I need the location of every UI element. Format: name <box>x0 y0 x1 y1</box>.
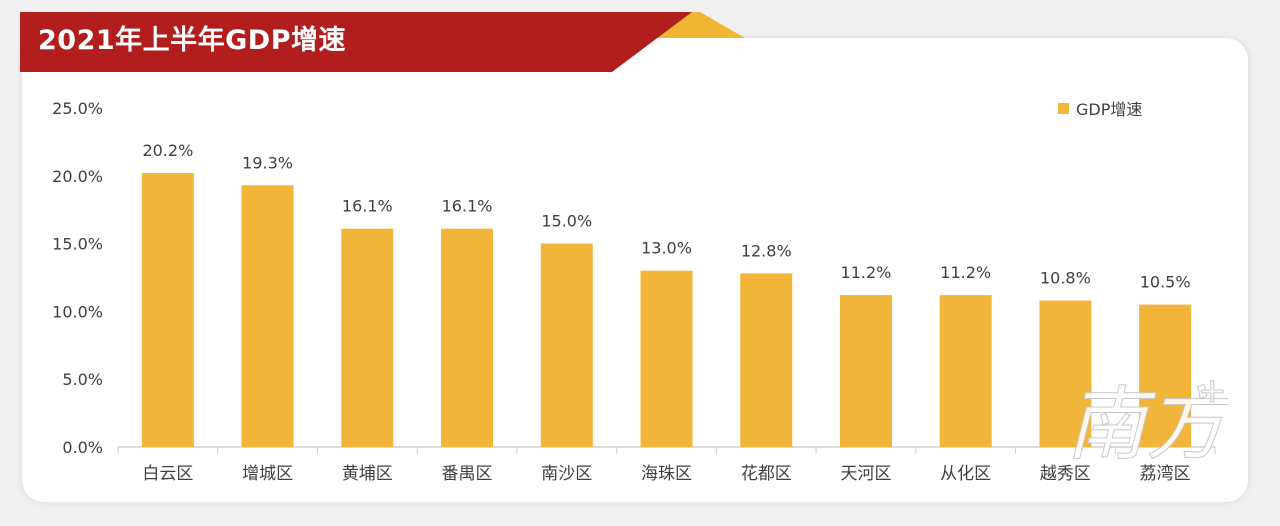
data-label: 16.1% <box>342 197 393 216</box>
x-tick-label: 白云区 <box>142 464 193 484</box>
bar <box>640 270 693 447</box>
legend-label: GDP增速 <box>1076 100 1142 119</box>
bar <box>441 228 494 447</box>
bar <box>241 185 294 448</box>
x-tick-label: 海珠区 <box>641 464 692 484</box>
x-tick-label: 南沙区 <box>541 464 592 484</box>
legend: GDP增速 <box>1058 100 1142 119</box>
data-labels-group: 20.2% 19.3% 16.1% 16.1% 15.0% 13.0% 12.8% 11.2%… <box>142 141 1190 292</box>
data-label: 10.8% <box>1040 269 1091 288</box>
data-label: 12.8% <box>741 241 792 260</box>
bars-group <box>141 173 1192 448</box>
bar <box>540 243 593 447</box>
data-label: 11.2% <box>841 263 892 282</box>
data-label: 16.1% <box>442 197 493 216</box>
banner-red-ribbon <box>20 12 692 72</box>
bar <box>1139 304 1192 447</box>
y-tick-label: 0.0% <box>62 438 103 457</box>
x-tick-label: 花都区 <box>741 464 792 484</box>
bar <box>1039 300 1092 447</box>
bar <box>839 295 892 447</box>
x-tick-label: 荔湾区 <box>1140 464 1191 484</box>
y-axis: 0.0% 5.0% 10.0% 15.0% 20.0% 25.0% <box>52 99 103 457</box>
x-tick-label: 天河区 <box>840 464 891 484</box>
x-tick-label: 越秀区 <box>1040 464 1091 484</box>
page-title: 2021年上半年GDP增速 <box>38 25 347 56</box>
data-label: 11.2% <box>940 263 991 282</box>
title-banner <box>20 12 745 72</box>
x-tick-label: 番禺区 <box>442 464 493 484</box>
bar <box>939 295 992 447</box>
y-tick-label: 15.0% <box>52 235 103 254</box>
bar <box>341 228 394 447</box>
y-tick-label: 20.0% <box>52 167 103 186</box>
y-tick-label: 10.0% <box>52 302 103 321</box>
x-axis: 白云区 增城区 黄埔区 番禺区 南沙区 海珠区 花都区 天河区 从化区 越秀区 荔湾区 <box>117 447 1216 484</box>
bar <box>740 273 793 447</box>
data-label: 20.2% <box>142 141 193 160</box>
x-tick-label: 从化区 <box>940 464 991 484</box>
y-tick-label: 5.0% <box>62 370 103 389</box>
svg-text:南方: 南方 <box>1066 378 1228 470</box>
data-label: 13.0% <box>641 239 692 258</box>
data-label: 15.0% <box>541 212 592 231</box>
data-label: 19.3% <box>242 153 293 172</box>
svg-text:+: + <box>1198 371 1227 411</box>
x-tick-label: 增城区 <box>242 464 293 484</box>
legend-swatch <box>1058 103 1069 114</box>
x-tick-label: 黄埔区 <box>342 464 393 484</box>
watermark-logo: 南方 + <box>1066 371 1229 471</box>
y-tick-label: 25.0% <box>52 99 103 118</box>
data-label: 10.5% <box>1140 273 1191 292</box>
bar <box>141 173 194 447</box>
